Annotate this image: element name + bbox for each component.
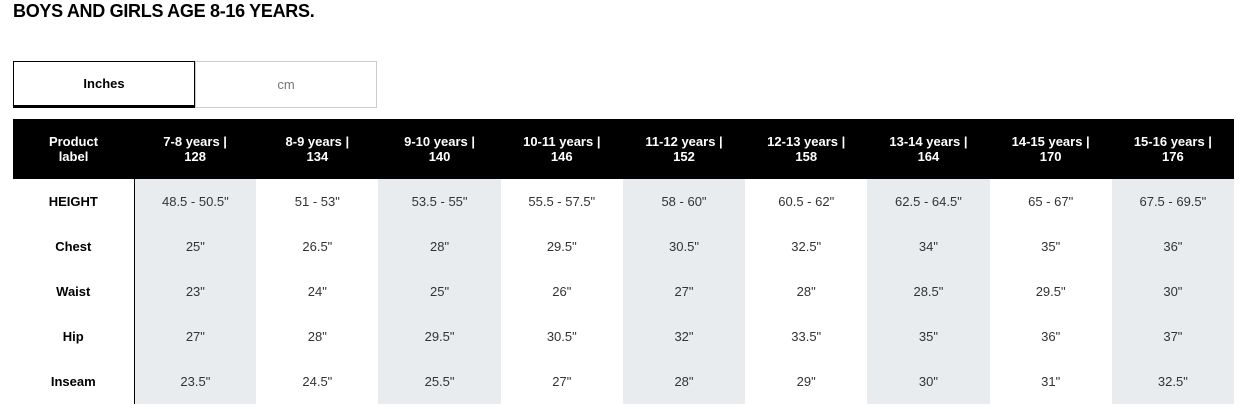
cell: 28" xyxy=(378,224,501,269)
cell: 32.5" xyxy=(1111,359,1234,404)
column-header: 13-14 years | 164 xyxy=(867,119,990,179)
cell: 27" xyxy=(622,269,746,314)
column-header: 14-15 years | 170 xyxy=(989,119,1112,179)
column-header: 7-8 years | 128 xyxy=(134,119,257,179)
cell: 32" xyxy=(622,314,746,359)
row-label: HEIGHT xyxy=(13,179,135,224)
table-row: Inseam 23.5" 24.5" 25.5" 27" 28" 29" 30" 31" 32.5… xyxy=(13,359,1234,404)
cell: 36" xyxy=(1111,224,1234,269)
cell: 31" xyxy=(1041,374,1061,389)
cell: 24" xyxy=(307,284,327,299)
cell: 29.5" xyxy=(378,314,501,359)
table-row: Waist 23" 24" 25" 26" 27" 28" 28.5" 29.5" 30" xyxy=(13,269,1234,314)
cell: 27" xyxy=(552,374,572,389)
cell: 25.5" xyxy=(378,359,501,404)
cell: 51 - 53" xyxy=(294,194,340,209)
row-label: Waist xyxy=(13,269,135,314)
cell: 28" xyxy=(796,284,816,299)
cell: 53.5 - 55" xyxy=(378,179,501,224)
cell: 30" xyxy=(867,359,990,404)
cell: 37" xyxy=(1111,314,1234,359)
table-row: HEIGHT 48.5 - 50.5" 51 - 53" 53.5 - 55" 55.5… xyxy=(13,179,1234,224)
table-row: Hip 27" 28" 29.5" 30.5" 32" 33.5" 35" 36" 37" xyxy=(13,314,1234,359)
cell: 35" xyxy=(867,314,990,359)
column-header: 10-11 years | 146 xyxy=(500,119,623,179)
cell: 27" xyxy=(134,314,257,359)
cell: 48.5 - 50.5" xyxy=(134,179,257,224)
title: BOYS AND GIRLS AGE 8-16 YEARS. xyxy=(13,1,315,21)
cell: 33.5" xyxy=(791,329,822,344)
cell: 62.5 - 64.5" xyxy=(867,179,990,224)
header-row: Product label 7-8 years | 128 8-9 years | … xyxy=(13,119,1234,179)
cell: 28.5" xyxy=(867,269,990,314)
cell: 55.5 - 57.5" xyxy=(528,194,596,209)
cell: 30" xyxy=(1111,269,1234,314)
cell: 30.5" xyxy=(546,329,577,344)
cell: 25" xyxy=(134,224,257,269)
tab-cm[interactable]: cm xyxy=(195,61,377,108)
column-header: 8-9 years | 134 xyxy=(256,119,379,179)
cell: 23.5" xyxy=(134,359,257,404)
cell: 29.5" xyxy=(1035,284,1066,299)
cell: 26" xyxy=(552,284,572,299)
cell: 25" xyxy=(378,269,501,314)
tab-inches[interactable]: Inches xyxy=(13,61,195,108)
cell: 28" xyxy=(622,359,746,404)
cell: 35" xyxy=(1041,239,1061,254)
cell: 30.5" xyxy=(622,224,746,269)
cell: 29.5" xyxy=(546,239,577,254)
column-header: 9-10 years | 140 xyxy=(378,119,501,179)
cell: 65 - 67" xyxy=(1028,194,1074,209)
table-row: Chest 25" 26.5" 28" 29.5" 30.5" 32.5" 34" 35" 36" xyxy=(13,224,1234,269)
column-header: 11-12 years | 152 xyxy=(622,119,746,179)
size-table: Product label 7-8 years | 128 8-9 years | … xyxy=(13,119,1234,404)
column-header: 12-13 years | 158 xyxy=(745,119,868,179)
cell: 60.5 - 62" xyxy=(778,194,835,209)
cell: 67.5 - 69.5" xyxy=(1111,179,1234,224)
column-header: 15-16 years | 176 xyxy=(1111,119,1234,179)
row-label: Hip xyxy=(13,314,135,359)
cell: 26.5" xyxy=(302,239,333,254)
cell: 24.5" xyxy=(302,374,333,389)
row-label: Chest xyxy=(13,224,135,269)
cell: 32.5" xyxy=(791,239,822,254)
cell: 34" xyxy=(867,224,990,269)
cell: 23" xyxy=(134,269,257,314)
cell: 58 - 60" xyxy=(622,179,746,224)
column-header: Product label xyxy=(13,119,135,179)
cell: 36" xyxy=(1041,329,1061,344)
cell: 29" xyxy=(796,374,816,389)
row-label: Inseam xyxy=(13,359,135,404)
cell: 28" xyxy=(307,329,327,344)
